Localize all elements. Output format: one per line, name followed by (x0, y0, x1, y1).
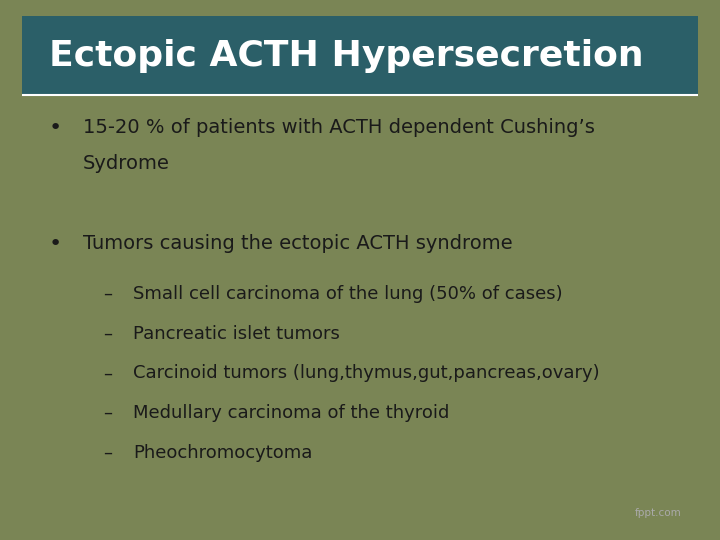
Text: •: • (49, 118, 62, 138)
Text: –: – (103, 404, 112, 422)
Text: –: – (103, 325, 112, 343)
Text: –: – (103, 285, 112, 303)
Text: –: – (103, 364, 112, 382)
Text: Small cell carcinoma of the lung (50% of cases): Small cell carcinoma of the lung (50% of… (133, 285, 563, 303)
Text: –: – (103, 443, 112, 462)
Text: Medullary carcinoma of the thyroid: Medullary carcinoma of the thyroid (133, 404, 450, 422)
Text: Pheochromocytoma: Pheochromocytoma (133, 443, 312, 462)
Text: Pancreatic islet tumors: Pancreatic islet tumors (133, 325, 340, 343)
Text: •: • (49, 234, 62, 254)
Text: Tumors causing the ectopic ACTH syndrome: Tumors causing the ectopic ACTH syndrome (83, 234, 512, 253)
Text: Carcinoid tumors (lung,thymus,gut,pancreas,ovary): Carcinoid tumors (lung,thymus,gut,pancre… (133, 364, 600, 382)
Text: Ectopic ACTH Hypersecretion: Ectopic ACTH Hypersecretion (49, 38, 643, 72)
Text: 15-20 % of patients with ACTH dependent Cushing’s: 15-20 % of patients with ACTH dependent … (83, 118, 595, 137)
Text: fppt.com: fppt.com (635, 508, 681, 518)
Bar (22, 16, 698, 95)
Text: Sydrome: Sydrome (83, 154, 169, 173)
